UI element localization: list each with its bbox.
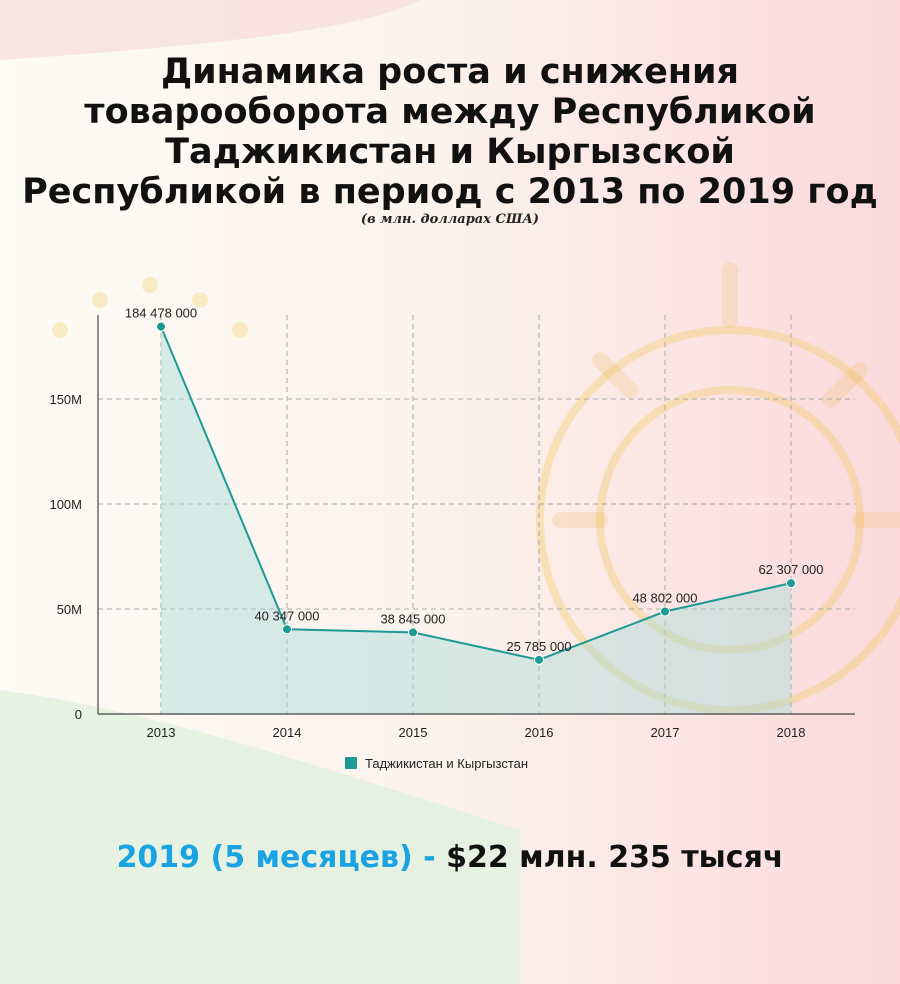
x-tick-label: 2014 (273, 725, 302, 740)
summary-period: 2019 (5 месяцев) - (116, 840, 436, 875)
series-area (161, 326, 791, 714)
data-label: 25 785 000 (506, 639, 571, 654)
summary-value: $22 млн. 235 тысяч (446, 840, 784, 875)
data-point (660, 606, 670, 617)
data-label: 184 478 000 (125, 306, 197, 321)
y-tick-label: 50M (57, 602, 82, 617)
y-tick-label: 0 (75, 707, 82, 722)
series-line (160, 326, 792, 661)
x-tick-label: 2017 (651, 725, 680, 740)
title-line: Таджикистан и Кыргызской (165, 132, 735, 172)
data-point (156, 321, 166, 332)
data-label: 38 845 000 (380, 611, 445, 626)
legend-swatch (345, 757, 357, 769)
title-line: Динамика роста и снижения (160, 52, 740, 92)
data-label: 40 347 000 (254, 608, 319, 623)
summary-2019: 2019 (5 месяцев) - $22 млн. 235 тысяч (0, 840, 900, 875)
x-tick-label: 2013 (147, 725, 176, 740)
chart-title: Динамика роста и снижения товарооборота … (0, 52, 900, 212)
x-tick-label: 2015 (399, 725, 428, 740)
title-line: товарооборота между Республикой (84, 92, 816, 132)
data-label: 62 307 000 (758, 562, 823, 577)
line-chart: 0 50M 100M 150M 184 478 000 40 347 000 38 845 … (49, 306, 855, 771)
x-tick-label: 2018 (777, 725, 806, 740)
y-tick-label: 150M (49, 392, 82, 407)
legend-label: Таджикистан и Кыргызстан (365, 756, 528, 771)
data-point (534, 654, 544, 665)
chart-subtitle: (в млн. долларах США) (360, 212, 540, 227)
data-label: 48 802 000 (632, 591, 697, 606)
y-tick-label: 100M (49, 497, 82, 512)
data-point (282, 624, 292, 635)
x-tick-label: 2016 (525, 725, 554, 740)
data-point (786, 578, 796, 589)
title-line: Республикой в период с 2013 по 2019 год (22, 172, 878, 212)
data-point (408, 627, 418, 638)
